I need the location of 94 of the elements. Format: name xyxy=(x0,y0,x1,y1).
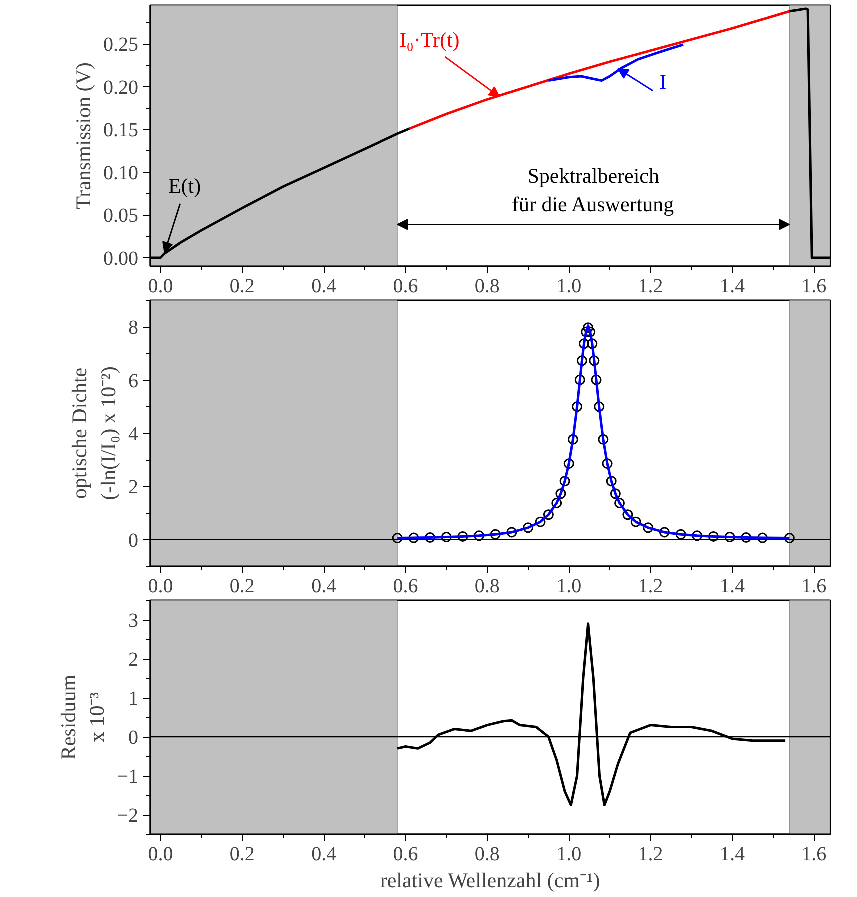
y-tick-label: 3 xyxy=(128,610,138,632)
y-tick-label: 1 xyxy=(128,688,138,710)
point xyxy=(392,533,403,544)
point xyxy=(572,402,583,412)
x-tick-label: 1.4 xyxy=(720,844,745,866)
x-tick-label: 1.0 xyxy=(556,276,582,298)
x-tick-label: 0.6 xyxy=(393,844,418,866)
x-tick-label: 0.0 xyxy=(148,276,174,298)
point xyxy=(425,532,436,544)
y-axis-title: optische Dichte (-ln(I/I₀) x 10⁻²) xyxy=(68,366,120,500)
y-tick-label: 0.15 xyxy=(104,120,138,142)
point xyxy=(676,529,686,540)
point xyxy=(474,530,485,542)
x-tick-label: 1.6 xyxy=(802,276,827,298)
x-axis-title: relative Wellenzahl (cm⁻¹) xyxy=(380,868,600,892)
x-tick-label: 0.6 xyxy=(393,276,418,298)
point xyxy=(506,527,518,538)
point xyxy=(757,532,768,544)
point xyxy=(708,531,719,542)
point xyxy=(602,458,613,470)
y-tick-label: 0.25 xyxy=(104,34,138,56)
point xyxy=(556,488,566,500)
annotation: I xyxy=(660,70,667,94)
x-tick-label: 0.2 xyxy=(230,576,255,598)
y-tick-label: −2 xyxy=(117,805,138,827)
x-tick-label: 0.0 xyxy=(148,844,174,866)
annotation: Spektralbereich für die Auswertung xyxy=(512,164,675,217)
y-tick-label: 0.10 xyxy=(104,162,138,184)
y-tick-label: 0.05 xyxy=(104,205,138,228)
annotation: E(t) xyxy=(168,174,202,198)
x-tick-label: 0.4 xyxy=(312,576,337,598)
point xyxy=(643,522,654,534)
point xyxy=(490,529,501,540)
y-tick-label: 0 xyxy=(128,530,138,552)
y-tick-label: 2 xyxy=(128,649,138,671)
y-tick-label: 0 xyxy=(128,727,138,749)
point xyxy=(589,356,600,366)
point xyxy=(574,374,586,386)
x-tick-label: 0.8 xyxy=(474,844,500,866)
line-series xyxy=(396,324,791,540)
x-tick-label: 1.2 xyxy=(638,276,664,298)
point xyxy=(598,434,609,445)
y-tick-label: −1 xyxy=(117,766,138,788)
x-tick-label: 1.4 xyxy=(720,276,745,298)
point xyxy=(543,510,554,520)
point xyxy=(606,476,617,487)
x-tick-label: 0.0 xyxy=(148,576,174,598)
point xyxy=(458,531,468,542)
point xyxy=(523,522,534,534)
point xyxy=(587,338,598,350)
x-tick-label: 0.6 xyxy=(393,576,418,598)
point xyxy=(630,516,642,528)
x-tick-label: 0.2 xyxy=(230,276,255,298)
point xyxy=(576,356,588,366)
point xyxy=(659,527,670,538)
point xyxy=(692,530,703,542)
point xyxy=(784,533,795,544)
y-tick-label: 8 xyxy=(128,317,138,340)
point xyxy=(614,498,626,508)
x-tick-label: 0.8 xyxy=(474,576,500,598)
x-tick-label: 1.0 xyxy=(556,844,582,866)
x-tick-label: 0.4 xyxy=(312,276,337,298)
y-tick-label: 2 xyxy=(128,476,138,499)
x-tick-label: 1.6 xyxy=(802,844,827,866)
y-tick-label: 0.20 xyxy=(104,76,138,99)
point xyxy=(583,322,594,334)
y-axis-title: Transmission (V) xyxy=(72,62,96,210)
point xyxy=(741,532,752,544)
point xyxy=(591,374,602,386)
point xyxy=(408,532,420,544)
point xyxy=(441,532,452,542)
point xyxy=(564,458,574,470)
x-tick-label: 1.4 xyxy=(720,576,745,598)
y-tick-label: 6 xyxy=(128,370,138,392)
point xyxy=(622,510,634,520)
point xyxy=(578,338,590,350)
point xyxy=(724,532,736,542)
x-tick-label: 0.2 xyxy=(230,844,255,866)
point xyxy=(560,476,570,487)
x-tick-label: 1.2 xyxy=(638,844,664,866)
y-axis-title: Residuum x 10⁻³ xyxy=(56,674,110,760)
point xyxy=(535,516,546,528)
x-tick-label: 1.0 xyxy=(556,576,582,598)
x-tick-label: 1.2 xyxy=(638,576,664,598)
x-tick-label: 1.6 xyxy=(802,576,827,598)
y-tick-label: 4 xyxy=(128,424,138,446)
point xyxy=(568,434,578,445)
x-tick-label: 0.4 xyxy=(312,844,337,866)
point xyxy=(552,498,562,508)
point xyxy=(594,402,605,412)
y-tick-label: 0.00 xyxy=(104,248,138,270)
annotation: I₀·Tr(t) xyxy=(400,28,460,52)
point xyxy=(610,488,621,500)
x-tick-label: 0.8 xyxy=(474,276,500,298)
